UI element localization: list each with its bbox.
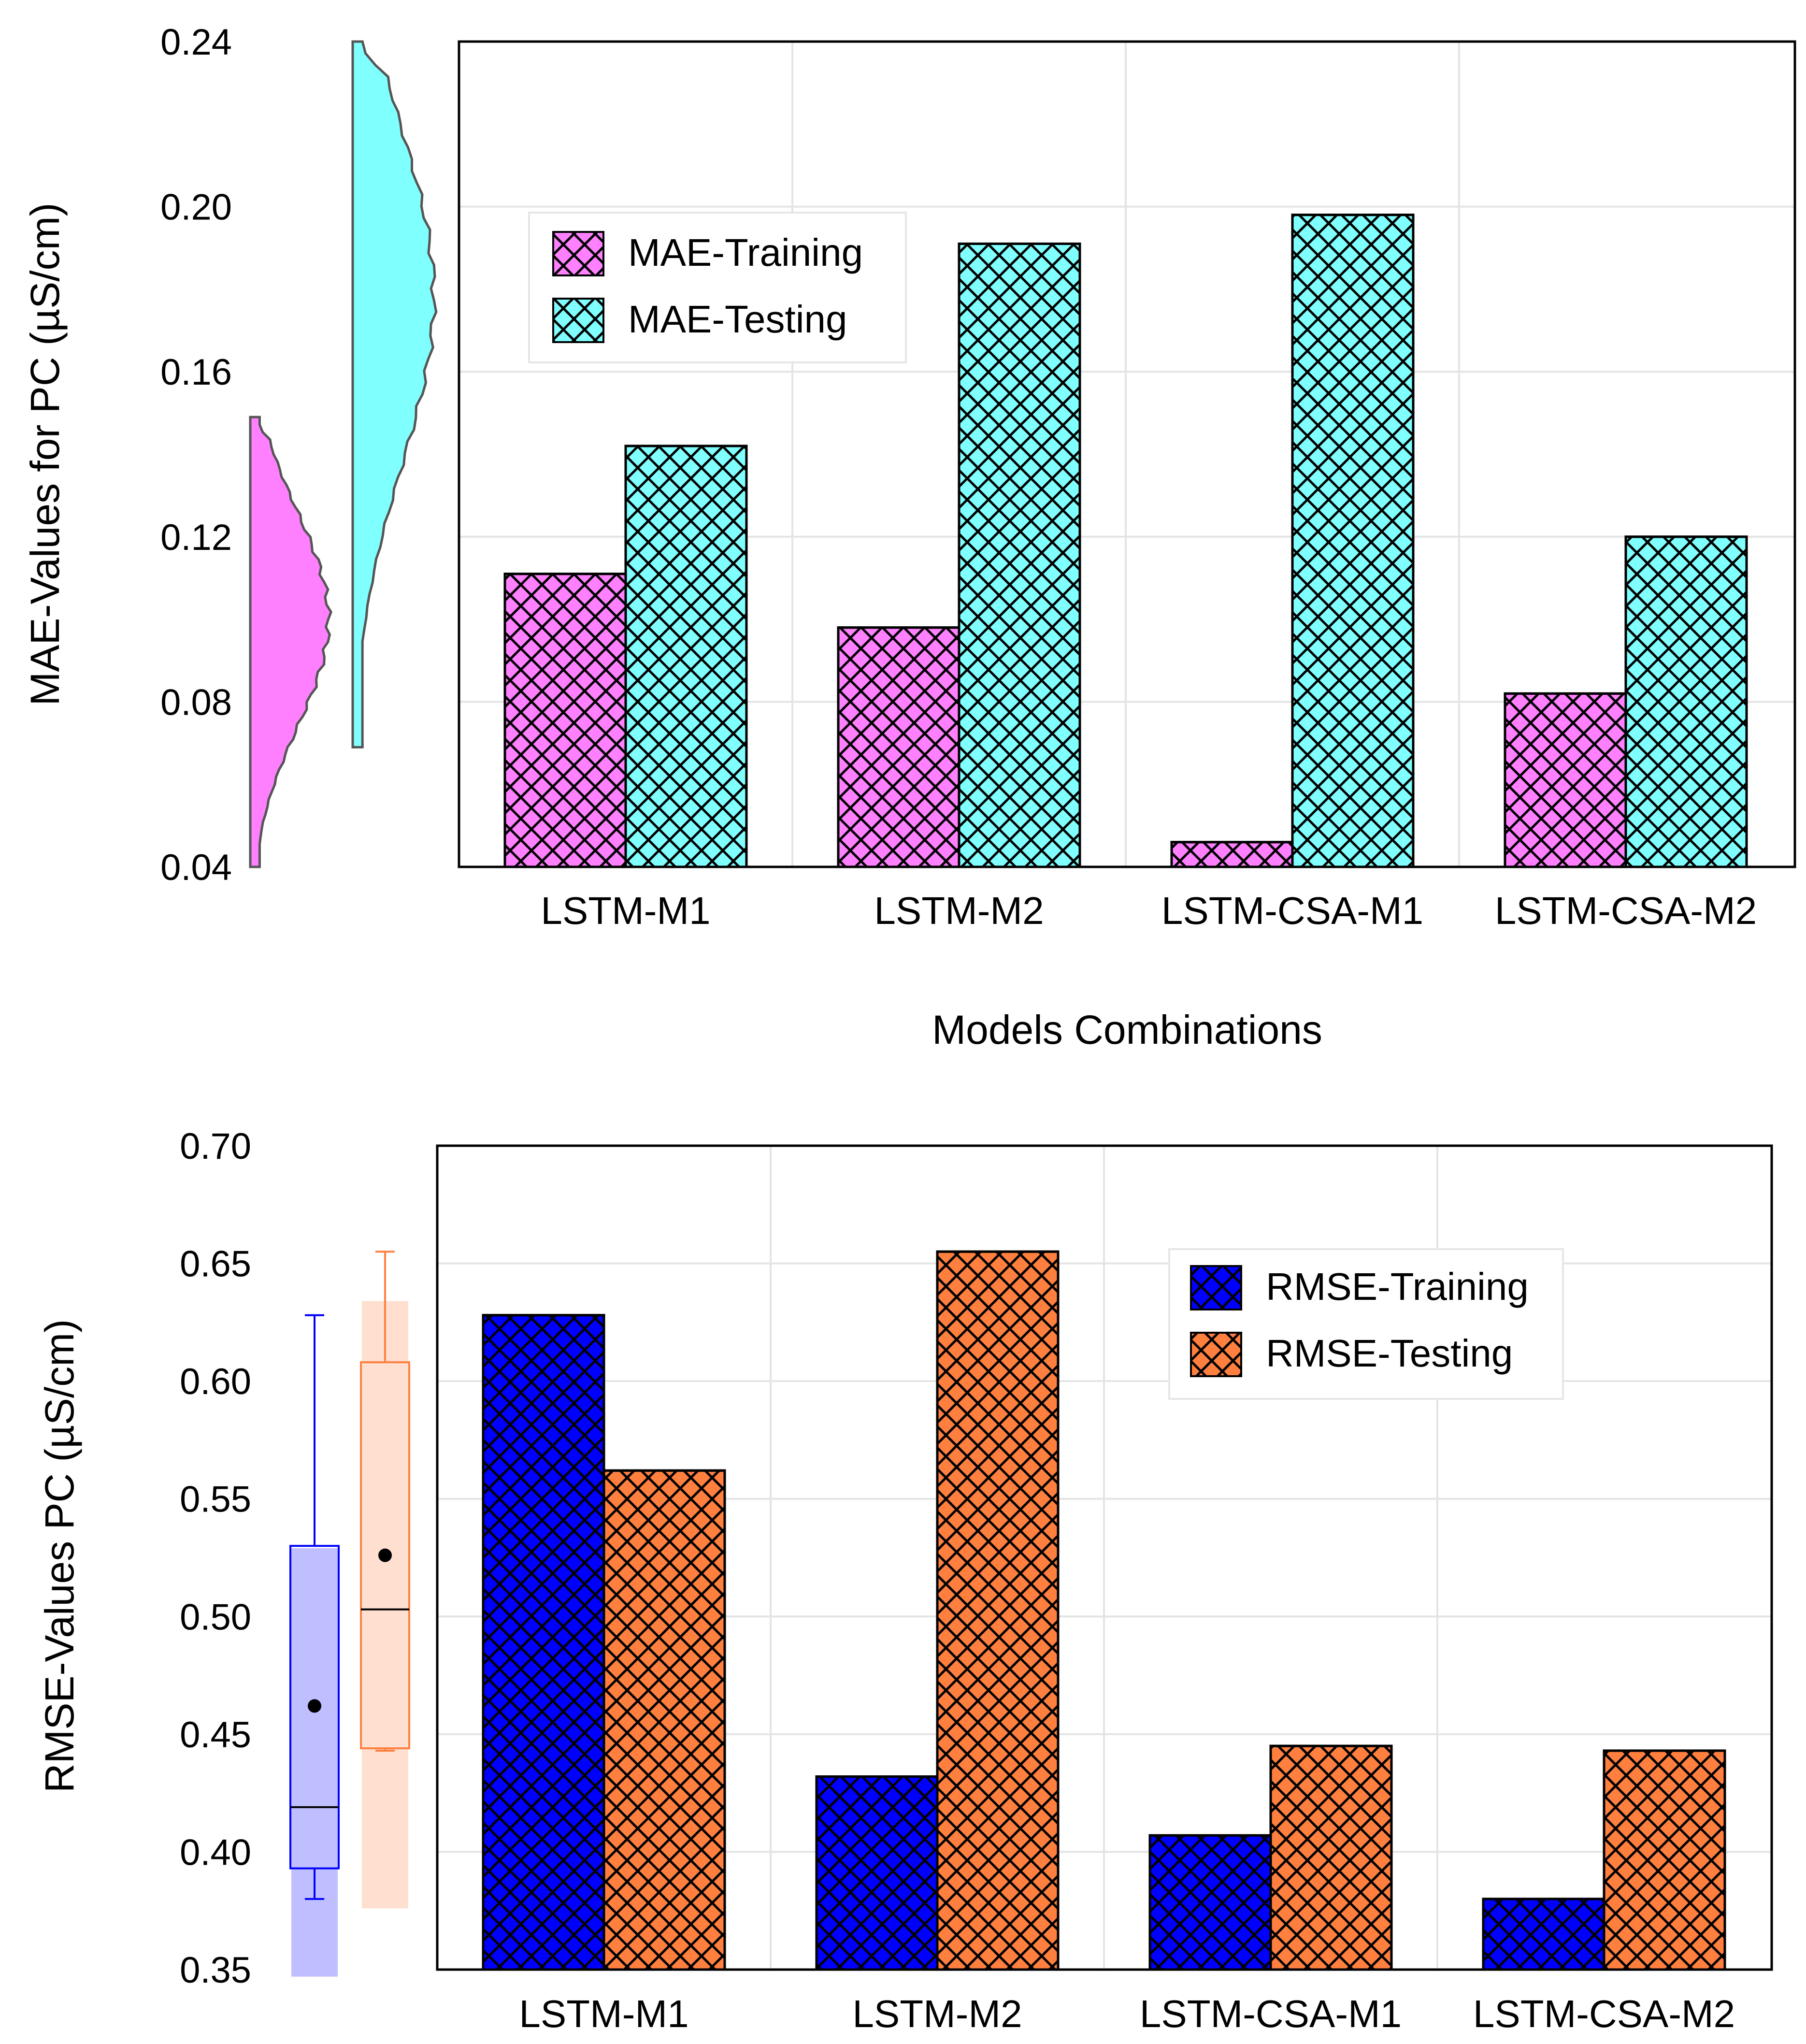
- mae-plot-frame: [458, 40, 1796, 868]
- rmse-legend-hatch-testing: [1191, 1333, 1241, 1376]
- bar-hatch-rmse-training-lstm-csa-m2: [1482, 1898, 1605, 1971]
- mae-legend: MAE-Training MAE-Testing: [528, 212, 907, 363]
- rmse-y-axis-label: RMSE-Values PC (µS/cm): [37, 1319, 82, 1793]
- rmse-y-tick-label: 0.65: [180, 1244, 251, 1285]
- box-band-rmse-training: [291, 1548, 338, 1977]
- box-mean-rmse-training: [308, 1699, 321, 1713]
- mae-y-axis-label: MAE-Values for PC (µS/cm): [22, 202, 68, 705]
- rmse-y-tick-label: 0.60: [180, 1361, 251, 1402]
- mae-x-tick-label: LSTM-M2: [874, 889, 1044, 932]
- bar-hatch-mae-testing-lstm-m1: [624, 445, 748, 868]
- rmse-chart: 0.35 0.40 0.45 0.50 0.55 0.60 0.65 0.70 LSTM-M1…: [37, 1126, 1773, 2035]
- mae-y-tick-label: 0.16: [160, 352, 232, 393]
- bar-hatch-rmse-training-lstm-m2: [815, 1775, 939, 1971]
- bar-hatch-mae-training-lstm-csa-m2: [1504, 692, 1627, 868]
- mae-legend-label-training: MAE-Training: [628, 231, 863, 274]
- violin-mae-training: [249, 416, 332, 868]
- rmse-bars: [482, 1250, 1726, 1971]
- mae-y-tick-label: 0.04: [160, 847, 232, 888]
- mae-chart: 0.040.080.120.160.200.24 LSTM-M1 LSTM-M2 L…: [22, 22, 1796, 1052]
- bar-hatch-mae-testing-lstm-m2: [958, 242, 1081, 868]
- mae-bars: [503, 214, 1748, 868]
- rmse-y-tick-label: 0.50: [180, 1597, 251, 1638]
- box-mean-rmse-testing: [378, 1548, 392, 1562]
- rmse-y-tick-label: 0.55: [180, 1479, 251, 1520]
- bar-hatch-rmse-testing-lstm-m1: [602, 1469, 726, 1971]
- rmse-y-tick-label: 0.45: [180, 1714, 251, 1756]
- mae-y-tick-labels: 0.04 0.08 0.12 0.16 0.20 0.24: [160, 22, 232, 888]
- rmse-legend: RMSE-Training RMSE-Testing: [1168, 1248, 1564, 1400]
- bar-hatch-mae-testing-lstm-csa-m1: [1291, 214, 1415, 868]
- mae-violin-plot: [249, 40, 438, 868]
- mae-x-tick-label: LSTM-CSA-M2: [1495, 889, 1757, 932]
- rmse-legend-label-testing: RMSE-Testing: [1266, 1332, 1513, 1375]
- rmse-box-plot: [289, 1251, 410, 1977]
- mae-legend-hatch-testing: [553, 299, 603, 342]
- rmse-x-tick-label: LSTM-CSA-M1: [1140, 1992, 1402, 2035]
- rmse-y-tick-label: 0.40: [180, 1832, 251, 1873]
- mae-y-tick-label: 0.20: [160, 187, 232, 228]
- bar-hatch-mae-training-lstm-m1: [503, 573, 627, 868]
- bar-hatch-mae-training-lstm-csa-m1: [1170, 841, 1294, 868]
- mae-legend-label-testing: MAE-Testing: [628, 298, 847, 341]
- rmse-legend-hatch-training: [1191, 1266, 1241, 1310]
- rmse-y-tick-label: 0.70: [180, 1126, 251, 1167]
- mae-x-tick-labels: LSTM-M1 LSTM-M2 LSTM-CSA-M1 LSTM-CSA-M2: [541, 889, 1757, 932]
- rmse-x-tick-labels: LSTM-M1 LSTM-M2 LSTM-CSA-M1 LSTM-CSA-M2: [519, 1992, 1735, 2035]
- rmse-x-tick-label: LSTM-M2: [852, 1992, 1022, 2035]
- rmse-legend-label-training: RMSE-Training: [1266, 1265, 1529, 1308]
- bar-hatch-mae-testing-lstm-csa-m2: [1624, 535, 1748, 868]
- bar-hatch-rmse-testing-lstm-csa-m2: [1603, 1749, 1726, 1971]
- bar-hatch-rmse-training-lstm-csa-m1: [1148, 1834, 1272, 1971]
- mae-y-tick-label: 0.08: [160, 682, 232, 723]
- mae-x-axis-label: Models Combinations: [932, 1007, 1322, 1052]
- box-band-rmse-testing: [362, 1301, 408, 1909]
- rmse-x-tick-label: LSTM-M1: [519, 1992, 688, 2035]
- mae-legend-hatch-training: [553, 232, 603, 275]
- bar-hatch-rmse-training-lstm-m1: [482, 1314, 605, 1971]
- mae-x-tick-label: LSTM-M1: [541, 889, 710, 932]
- mae-y-tick-label: 0.12: [160, 517, 232, 558]
- violin-mae-testing: [351, 40, 438, 749]
- rmse-plot-frame: [436, 1144, 1773, 1971]
- mae-x-tick-label: LSTM-CSA-M1: [1161, 889, 1423, 932]
- rmse-x-tick-label: LSTM-CSA-M2: [1473, 1992, 1735, 2035]
- bar-hatch-rmse-testing-lstm-m2: [936, 1250, 1060, 1971]
- rmse-y-tick-label: 0.35: [180, 1950, 251, 1991]
- bar-hatch-rmse-testing-lstm-csa-m1: [1269, 1744, 1393, 1971]
- rmse-y-tick-labels: 0.35 0.40 0.45 0.50 0.55 0.60 0.65 0.70: [180, 1126, 251, 1991]
- mae-y-tick-label: 0.24: [160, 22, 232, 63]
- bar-hatch-mae-training-lstm-m2: [837, 626, 960, 868]
